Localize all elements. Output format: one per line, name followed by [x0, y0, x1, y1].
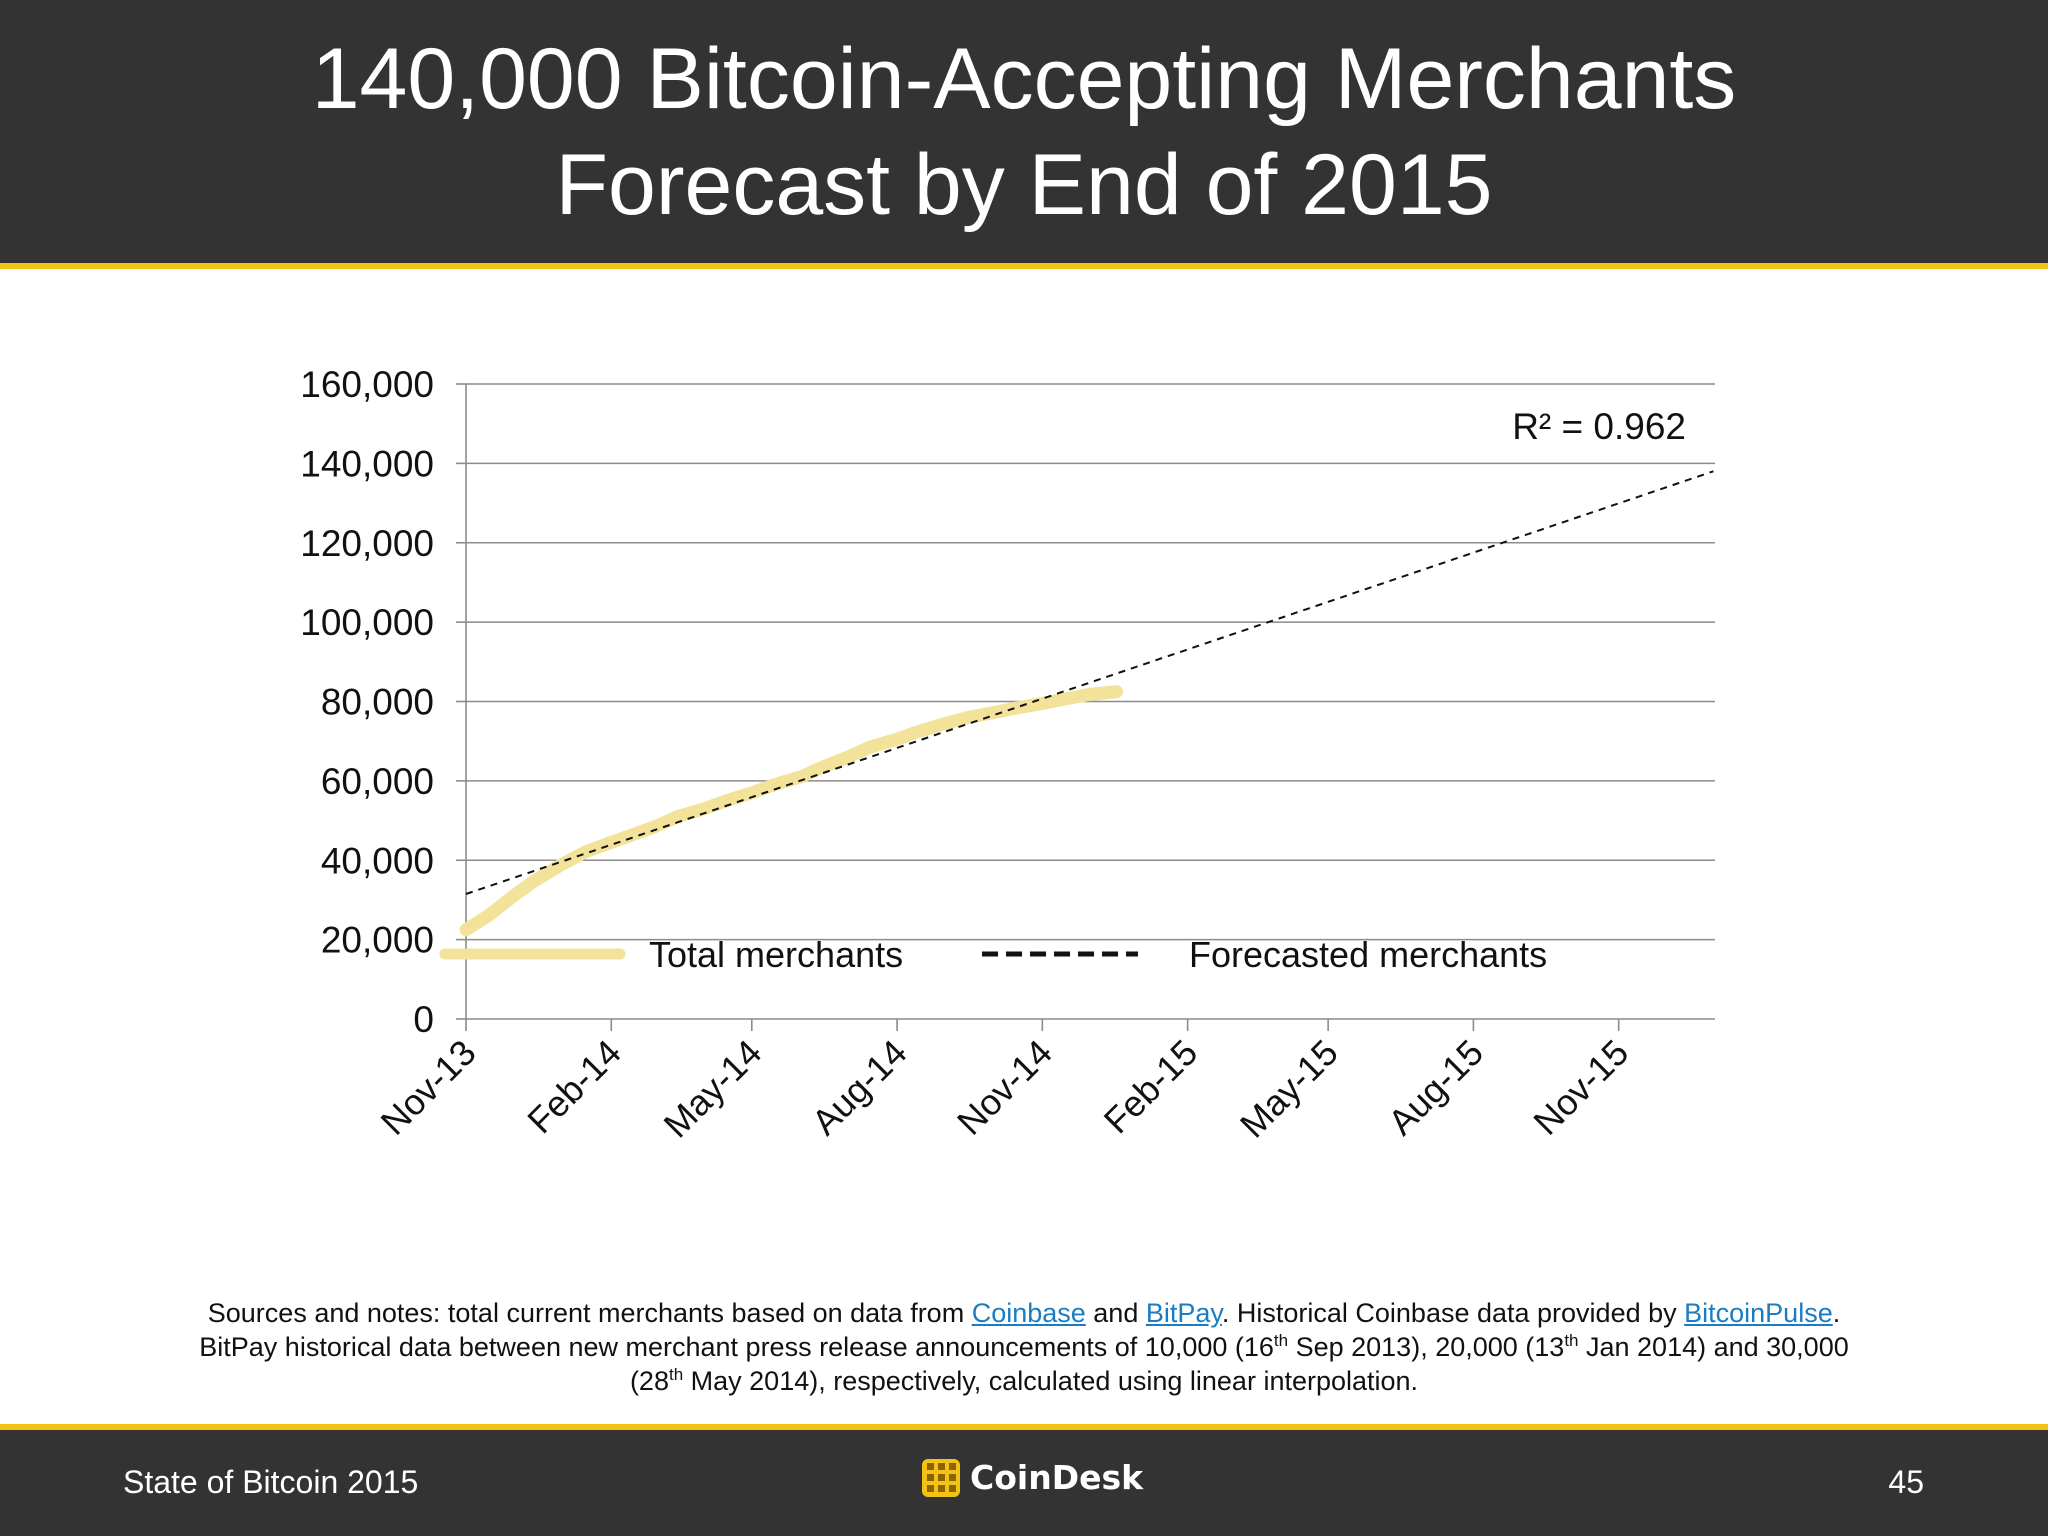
x-tick-label: Feb-15	[1096, 1032, 1206, 1142]
coindesk-logo: CoinDesk	[922, 1458, 1143, 1497]
notes-text: (28	[629, 1366, 669, 1396]
x-tick-label: Feb-14	[519, 1032, 629, 1142]
legend-label-forecasted-merchants: Forecasted merchants	[1189, 934, 1547, 975]
y-tick-label: 120,000	[300, 523, 434, 564]
notes-text: Jan 2014) and 30,000	[1578, 1332, 1849, 1362]
footer-bar: State of Bitcoin 2015 CoinDesk 45	[0, 1424, 2048, 1536]
bitcoinpulse-link[interactable]: BitcoinPulse	[1684, 1298, 1833, 1328]
sources-notes: Sources and notes: total current merchan…	[0, 1296, 2048, 1398]
notes-text: Sep 2013), 20,000 (13	[1288, 1332, 1565, 1362]
ordinal-suffix: th	[1564, 1331, 1579, 1350]
y-tick-label: 80,000	[321, 682, 434, 723]
ordinal-suffix: th	[668, 1365, 684, 1384]
x-tick-label: Nov-15	[1525, 1032, 1636, 1143]
merchants-chart: 0 20,000 40,000 60,000 80,000 100,000 120,000 1…	[300, 364, 1715, 1146]
notes-text: BitPay historical data between new merch…	[199, 1332, 1274, 1362]
legend-label-total-merchants: Total merchants	[649, 934, 903, 975]
y-tick-label: 160,000	[300, 364, 434, 405]
slide-title-line-2: Forecast by End of 2015	[555, 136, 1493, 233]
r-squared-annotation: R² = 0.962	[1512, 406, 1686, 447]
notes-text: May 2014), respectively, calculated usin…	[683, 1366, 1419, 1396]
notes-text: . Historical Coinbase data provided by	[1221, 1298, 1685, 1328]
coinbase-link[interactable]: Coinbase	[971, 1298, 1086, 1328]
x-tick-label: Aug-15	[1380, 1032, 1491, 1143]
notes-line-1: Sources and notes: total current merchan…	[0, 1296, 2048, 1330]
y-tick-label: 0	[413, 999, 434, 1040]
y-tick-label: 100,000	[300, 602, 434, 643]
slide-title-line-1: 140,000 Bitcoin-Accepting Merchants	[311, 30, 1737, 127]
y-tick-label: 20,000	[321, 920, 434, 961]
y-tick-label: 140,000	[300, 443, 434, 484]
x-tick-label: Aug-14	[804, 1032, 915, 1143]
y-tick-label: 40,000	[321, 840, 434, 881]
notes-text: and	[1085, 1298, 1146, 1328]
x-tick-label: May-15	[1232, 1032, 1346, 1146]
ordinal-suffix: th	[1273, 1331, 1289, 1350]
coindesk-wordmark: CoinDesk	[970, 1458, 1144, 1497]
page-number: 45	[1888, 1464, 1924, 1500]
title-banner: 140,000 Bitcoin-Accepting Merchants Fore…	[0, 0, 2048, 269]
notes-line-3: (28th May 2014), respectively, calculate…	[0, 1364, 2048, 1398]
notes-text: Sources and notes: total current merchan…	[207, 1298, 972, 1328]
y-tick-label: 60,000	[321, 761, 434, 802]
forecasted-merchants-trendline	[465, 470, 1714, 895]
x-tick-label: May-14	[656, 1032, 770, 1146]
x-tick-label: Nov-14	[949, 1032, 1060, 1143]
total-merchants-series-line	[459, 685, 1124, 937]
bitpay-link[interactable]: BitPay	[1145, 1298, 1222, 1328]
notes-line-2: BitPay historical data between new merch…	[0, 1330, 2048, 1364]
x-tick-label: Nov-13	[373, 1032, 484, 1143]
coindesk-grid-icon	[922, 1458, 960, 1497]
notes-text: .	[1832, 1298, 1841, 1328]
footer-report-title: State of Bitcoin 2015	[123, 1464, 419, 1500]
